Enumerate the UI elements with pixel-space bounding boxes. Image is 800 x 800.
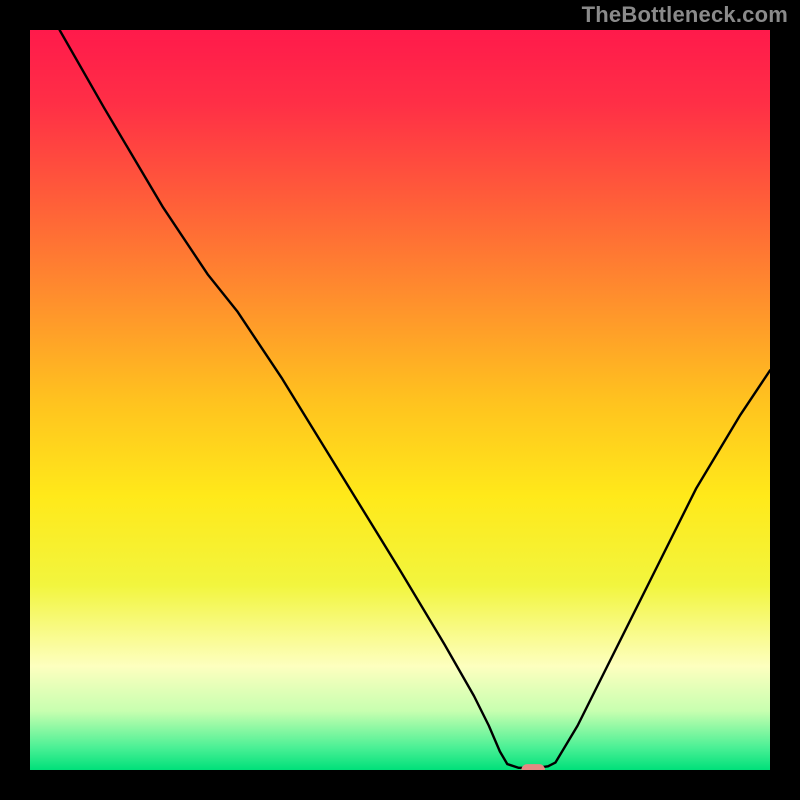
source-watermark: TheBottleneck.com (582, 2, 788, 28)
bottleneck-chart (30, 30, 770, 770)
gradient-background (30, 30, 770, 770)
chart-frame: TheBottleneck.com (0, 0, 800, 800)
sweet-spot-marker (521, 764, 545, 770)
